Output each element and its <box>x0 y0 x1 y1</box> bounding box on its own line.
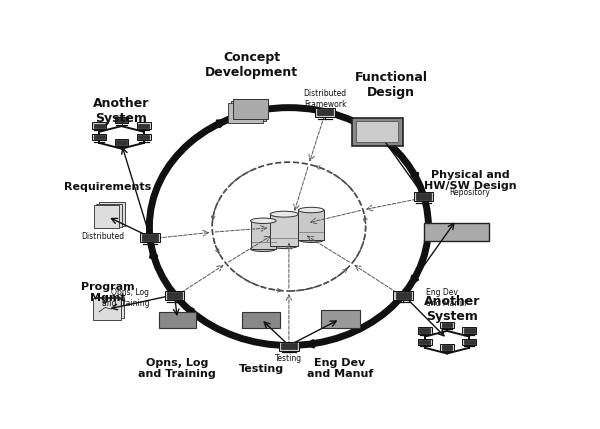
Bar <box>271 214 298 245</box>
Bar <box>416 193 431 199</box>
Text: Program
Mgmt: Program Mgmt <box>81 282 134 303</box>
Bar <box>115 139 128 146</box>
Bar <box>418 338 432 345</box>
Bar <box>418 327 432 334</box>
Ellipse shape <box>298 207 324 213</box>
Bar <box>462 338 476 345</box>
Bar <box>116 118 127 122</box>
Text: Distributed
Framework: Distributed Framework <box>304 89 347 109</box>
Bar <box>94 135 105 139</box>
Bar <box>167 292 182 299</box>
Bar <box>440 322 454 328</box>
Ellipse shape <box>271 242 298 248</box>
Bar <box>419 340 430 344</box>
Bar <box>352 118 403 145</box>
Bar <box>462 327 476 334</box>
Bar <box>92 123 106 129</box>
Bar <box>229 103 263 123</box>
Text: Repository: Repository <box>449 188 490 197</box>
Bar <box>356 121 398 142</box>
Ellipse shape <box>251 218 276 224</box>
Ellipse shape <box>251 246 276 251</box>
Text: Another
System: Another System <box>94 97 149 125</box>
Bar <box>138 135 149 139</box>
Bar <box>97 296 124 318</box>
Text: Requirements: Requirements <box>64 182 151 192</box>
Bar <box>99 202 125 226</box>
Bar <box>92 134 106 140</box>
Bar <box>165 291 184 300</box>
Text: Eng Dev
and Manuf: Eng Dev and Manuf <box>307 358 373 379</box>
Bar <box>138 124 149 128</box>
Bar <box>442 323 452 327</box>
Bar <box>94 124 105 128</box>
Bar <box>251 221 276 249</box>
Bar <box>233 100 268 119</box>
Bar <box>231 101 266 121</box>
Bar <box>137 134 151 140</box>
Bar <box>233 100 268 119</box>
Text: Opns, Log
and Training: Opns, Log and Training <box>101 288 149 308</box>
Text: Eng Dev
and Manuf: Eng Dev and Manuf <box>427 288 467 308</box>
Bar <box>92 298 121 320</box>
Bar <box>94 205 119 228</box>
Ellipse shape <box>271 211 298 217</box>
Bar <box>97 204 122 227</box>
Bar <box>442 345 452 350</box>
Bar <box>142 234 158 241</box>
Bar <box>279 341 299 351</box>
Bar <box>281 343 296 349</box>
Bar <box>394 291 413 300</box>
Bar <box>464 328 475 333</box>
Text: Distributed: Distributed <box>81 233 124 242</box>
Bar <box>320 310 360 328</box>
Text: Testing: Testing <box>275 353 302 363</box>
Text: Opns, Log
and Training: Opns, Log and Training <box>139 358 216 379</box>
Ellipse shape <box>298 237 324 242</box>
Text: Physical and
HW/SW Design: Physical and HW/SW Design <box>424 169 517 191</box>
Bar <box>464 340 475 344</box>
Bar <box>116 140 127 145</box>
Bar <box>115 117 128 124</box>
Bar <box>395 292 411 299</box>
Text: Another
System: Another System <box>424 295 480 323</box>
Bar <box>315 108 335 117</box>
Text: Functional
Design: Functional Design <box>355 70 428 99</box>
Text: Concept
Development: Concept Development <box>205 51 298 79</box>
Bar <box>424 223 489 242</box>
Bar <box>158 312 196 328</box>
Bar <box>419 328 430 333</box>
Bar <box>140 233 160 242</box>
Bar <box>242 312 280 328</box>
Bar <box>414 192 433 201</box>
Bar <box>298 210 324 240</box>
Bar <box>440 344 454 351</box>
Bar <box>137 123 151 129</box>
Text: Testing: Testing <box>238 364 284 374</box>
Bar <box>317 109 332 115</box>
